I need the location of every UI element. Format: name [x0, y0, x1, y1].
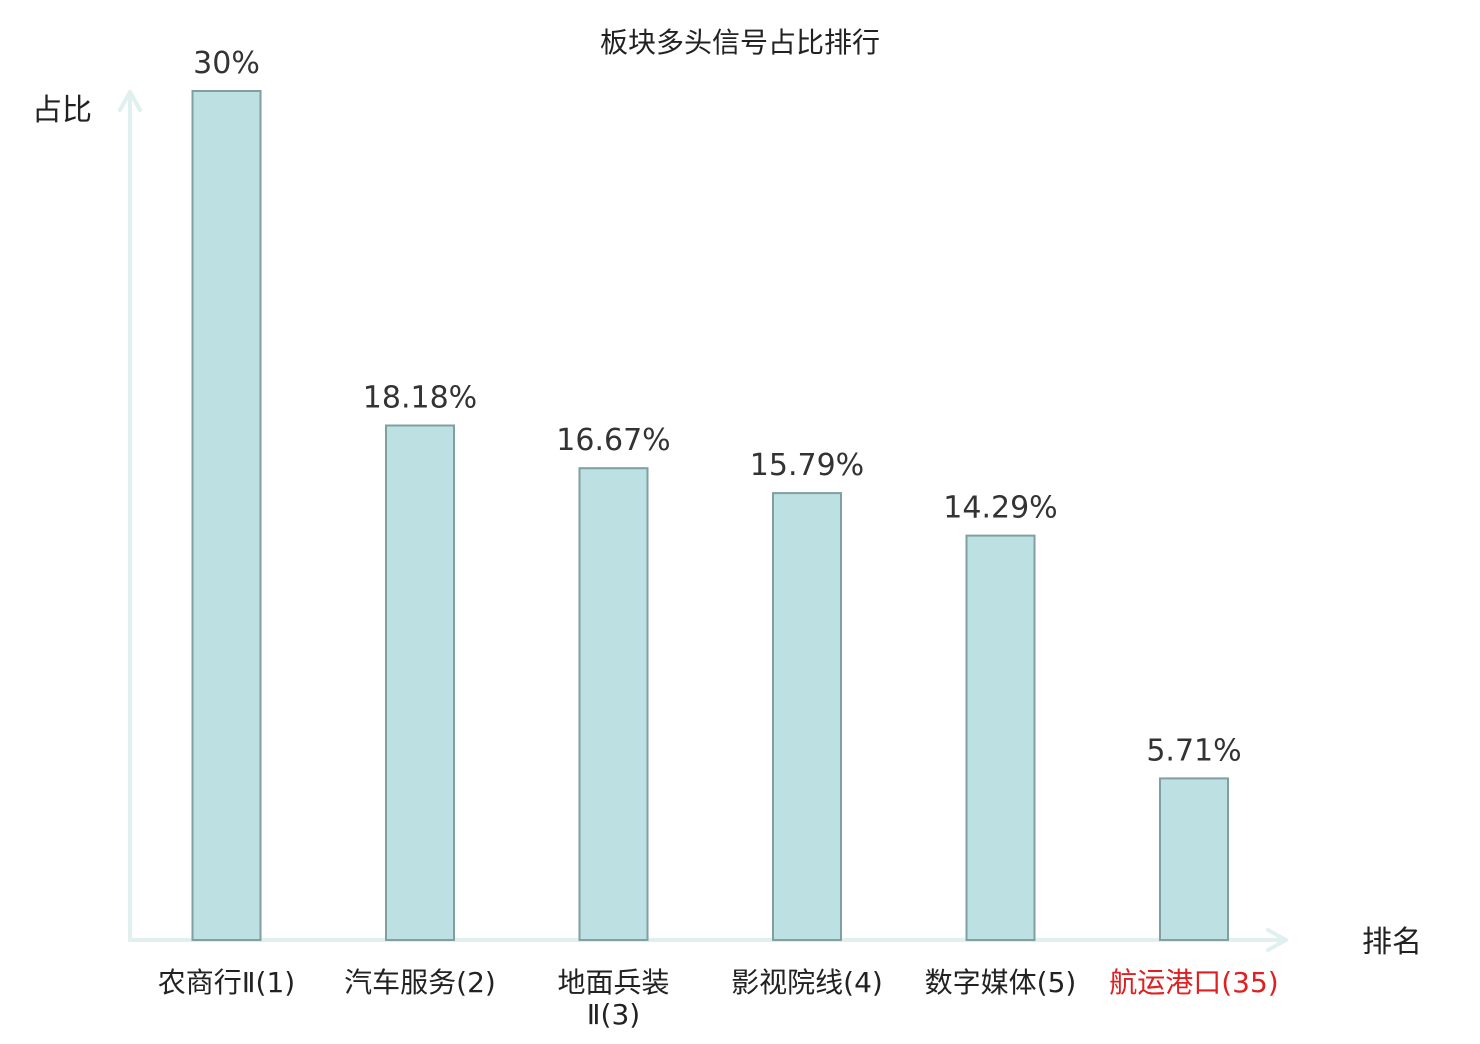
value-label: 15.79% — [750, 448, 864, 483]
chart-title: 板块多头信号占比排行 — [600, 26, 880, 59]
y-axis-label: 占比 — [32, 93, 92, 128]
value-labels-group: 30% 18.18% 16.67% 15.79% 14.29% 5.71% — [193, 46, 1242, 768]
x-axis-label: 排名 — [1362, 925, 1422, 960]
value-label: 5.71% — [1146, 733, 1241, 768]
value-label: 30% — [193, 46, 260, 81]
value-label: 18.18% — [363, 381, 477, 416]
bar — [385, 424, 455, 941]
value-label: 14.29% — [943, 491, 1057, 526]
category-label: 影视院线(4) — [731, 966, 883, 999]
bar — [772, 492, 842, 941]
y-axis-arrowhead — [118, 90, 142, 112]
category-label: 数字媒体(5) — [925, 966, 1077, 999]
x-axis-arrowhead — [1266, 928, 1288, 952]
bars-group — [191, 90, 1229, 942]
category-label: 航运港口(35) — [1109, 966, 1278, 999]
value-label: 16.67% — [556, 423, 670, 458]
category-label: 农商行Ⅱ(1) — [158, 966, 295, 999]
category-label: 地面兵装 Ⅱ(3) — [557, 966, 669, 1031]
category-labels-group: 农商行Ⅱ(1) 汽车服务(2) 地面兵装 Ⅱ(3) 影视院线(4) 数字媒体(5) 航运港口… — [158, 966, 1279, 1031]
category-label: 汽车服务(2) — [344, 966, 496, 999]
bar — [578, 467, 649, 941]
bar — [191, 90, 262, 941]
bar — [965, 534, 1036, 941]
bar — [1159, 777, 1229, 942]
